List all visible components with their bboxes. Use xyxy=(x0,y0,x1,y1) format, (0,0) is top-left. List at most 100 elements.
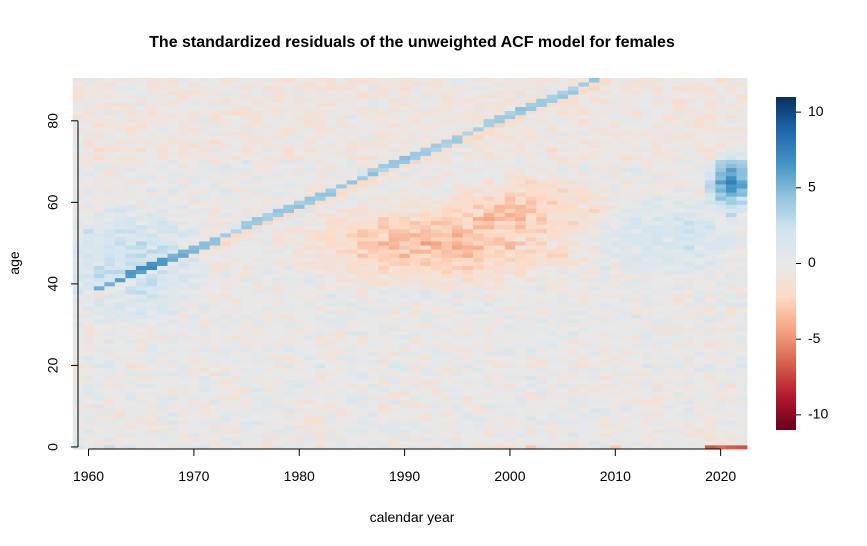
heatmap-cell xyxy=(114,277,126,283)
heatmap-cell xyxy=(388,363,400,368)
heatmap-cell xyxy=(420,420,432,425)
heatmap-cell xyxy=(146,265,158,271)
heatmap-cell xyxy=(420,78,432,83)
heatmap-cell xyxy=(315,318,326,324)
heatmap-cell xyxy=(567,200,579,205)
heatmap-cell xyxy=(399,208,411,213)
heatmap-cell xyxy=(304,82,316,87)
heatmap-cell xyxy=(346,363,358,368)
heatmap-cell xyxy=(336,159,348,165)
heatmap-cell xyxy=(452,78,463,83)
heatmap-cell xyxy=(483,208,495,213)
heatmap-cell xyxy=(620,135,632,140)
heatmap-cell xyxy=(399,159,411,165)
heatmap-cell xyxy=(515,444,527,450)
heatmap-cell xyxy=(441,408,453,413)
heatmap-cell xyxy=(430,245,442,250)
heatmap-cell xyxy=(283,269,295,275)
heatmap-cell xyxy=(599,277,611,283)
heatmap-cell xyxy=(515,261,527,266)
heatmap-cell xyxy=(504,318,516,324)
heatmap-cell xyxy=(178,241,190,246)
heatmap-cell xyxy=(199,184,211,189)
heatmap-cell xyxy=(557,334,569,340)
heatmap-cell xyxy=(494,322,506,328)
heatmap-cell xyxy=(515,371,527,377)
heatmap-cell xyxy=(409,351,421,356)
heatmap-cell xyxy=(199,143,211,148)
heatmap-cell xyxy=(135,78,147,83)
heatmap-cell xyxy=(504,355,516,360)
heatmap-cell xyxy=(399,387,411,393)
heatmap-cell xyxy=(304,375,316,381)
heatmap-cell xyxy=(430,163,442,169)
heatmap-cell xyxy=(157,318,168,324)
heatmap-cell xyxy=(336,82,348,87)
heatmap-cell xyxy=(209,306,221,311)
heatmap-cell xyxy=(188,338,200,344)
heatmap-cell xyxy=(641,143,653,148)
heatmap-cell xyxy=(462,200,474,205)
heatmap-cell xyxy=(346,400,358,405)
heatmap-cell xyxy=(473,298,485,303)
heatmap-cell xyxy=(473,171,485,177)
heatmap-cell xyxy=(610,82,621,87)
heatmap-cell xyxy=(199,196,211,201)
heatmap-cell xyxy=(388,371,400,377)
heatmap-cell xyxy=(241,408,253,413)
heatmap-cell xyxy=(251,228,263,234)
heatmap-cell xyxy=(146,257,158,262)
heatmap-cell xyxy=(483,228,495,234)
heatmap-cell xyxy=(399,265,411,271)
heatmap-cell xyxy=(367,302,379,307)
heatmap-cell xyxy=(504,175,516,181)
heatmap-cell xyxy=(220,265,232,271)
heatmap-cell xyxy=(220,416,232,421)
heatmap-cell xyxy=(557,367,569,372)
heatmap-cell xyxy=(167,110,179,116)
heatmap-cell xyxy=(146,220,158,226)
heatmap-cell xyxy=(641,253,653,258)
heatmap-cell xyxy=(557,249,569,254)
heatmap-cell xyxy=(199,135,211,140)
heatmap-cell xyxy=(293,306,305,311)
heatmap-cell xyxy=(346,237,358,242)
heatmap-cell xyxy=(262,412,274,417)
heatmap-cell xyxy=(125,408,137,413)
heatmap-cell xyxy=(357,351,369,356)
heatmap-cell xyxy=(293,285,305,291)
heatmap-cell xyxy=(188,302,200,307)
heatmap-cell xyxy=(83,269,95,275)
heatmap-cell xyxy=(557,351,569,356)
heatmap-cell xyxy=(367,371,379,377)
heatmap-cell xyxy=(251,204,263,209)
heatmap-cell xyxy=(578,269,590,275)
heatmap-cell xyxy=(367,343,379,348)
heatmap-cell xyxy=(135,147,147,152)
heatmap-cell xyxy=(441,86,453,91)
heatmap-cell xyxy=(631,131,643,136)
heatmap-cell xyxy=(135,285,147,291)
heatmap-cell xyxy=(641,200,653,205)
heatmap-cell xyxy=(473,379,485,385)
heatmap-cell xyxy=(515,122,527,128)
heatmap-cell xyxy=(441,400,453,405)
heatmap-cell xyxy=(104,249,116,254)
heatmap-cell xyxy=(641,338,653,344)
heatmap-cell xyxy=(610,420,621,425)
heatmap-cell xyxy=(620,82,632,87)
heatmap-cell xyxy=(104,122,116,128)
heatmap-cell xyxy=(420,396,432,401)
heatmap-cell xyxy=(525,355,537,360)
heatmap-cell xyxy=(315,159,326,165)
heatmap-cell xyxy=(83,318,95,324)
heatmap-cell xyxy=(283,151,295,156)
heatmap-cell xyxy=(483,118,495,124)
heatmap-cell xyxy=(357,192,369,197)
heatmap-cell xyxy=(409,326,421,332)
heatmap-cell xyxy=(430,110,442,116)
heatmap-cell xyxy=(293,277,305,283)
heatmap-cell xyxy=(93,163,105,169)
heatmap-cell xyxy=(241,334,253,340)
heatmap-cell xyxy=(378,78,390,83)
